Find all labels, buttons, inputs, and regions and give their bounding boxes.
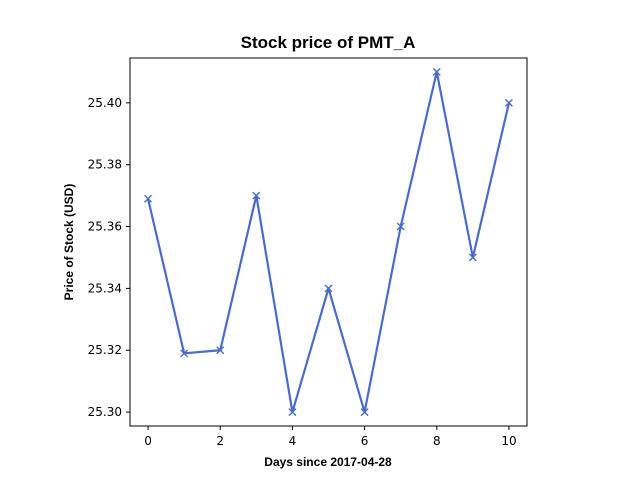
series-layer [144, 67, 513, 417]
y-axis-label: Price of Stock (USD) [62, 184, 76, 301]
data-point-marker [432, 67, 441, 76]
y-tick-label: 25.30 [88, 405, 122, 419]
plot-area-frame [129, 57, 528, 427]
data-point-marker [360, 408, 369, 417]
data-point-marker [144, 194, 153, 203]
chart-title: Stock price of PMT_A [241, 33, 416, 52]
data-point-marker [216, 346, 225, 355]
x-tick-label: 4 [289, 434, 297, 448]
x-tick-label: 2 [216, 434, 224, 448]
x-axis-label: Days since 2017-04-28 [264, 455, 392, 469]
data-point-marker [504, 98, 513, 107]
data-point-marker [324, 284, 333, 293]
y-axis-ticks: 25.30 25.32 25.34 25.36 25.38 25.40 [88, 96, 130, 419]
y-tick-label: 25.36 [88, 220, 122, 234]
x-axis-ticks: 0 2 4 6 8 10 [144, 426, 517, 448]
series-line [146, 70, 511, 414]
x-tick-label: 10 [501, 434, 516, 448]
x-tick-label: 0 [144, 434, 152, 448]
x-tick-label: 6 [361, 434, 369, 448]
y-tick-label: 25.38 [88, 158, 122, 172]
y-tick-label: 25.34 [88, 281, 122, 295]
data-point-marker [288, 408, 297, 417]
y-tick-label: 25.32 [88, 343, 122, 357]
data-point-marker [396, 222, 405, 231]
data-point-marker [468, 253, 477, 262]
x-tick-label: 8 [433, 434, 441, 448]
data-point-marker [252, 191, 261, 200]
data-point-marker [180, 349, 189, 358]
y-tick-label: 25.40 [88, 96, 122, 110]
